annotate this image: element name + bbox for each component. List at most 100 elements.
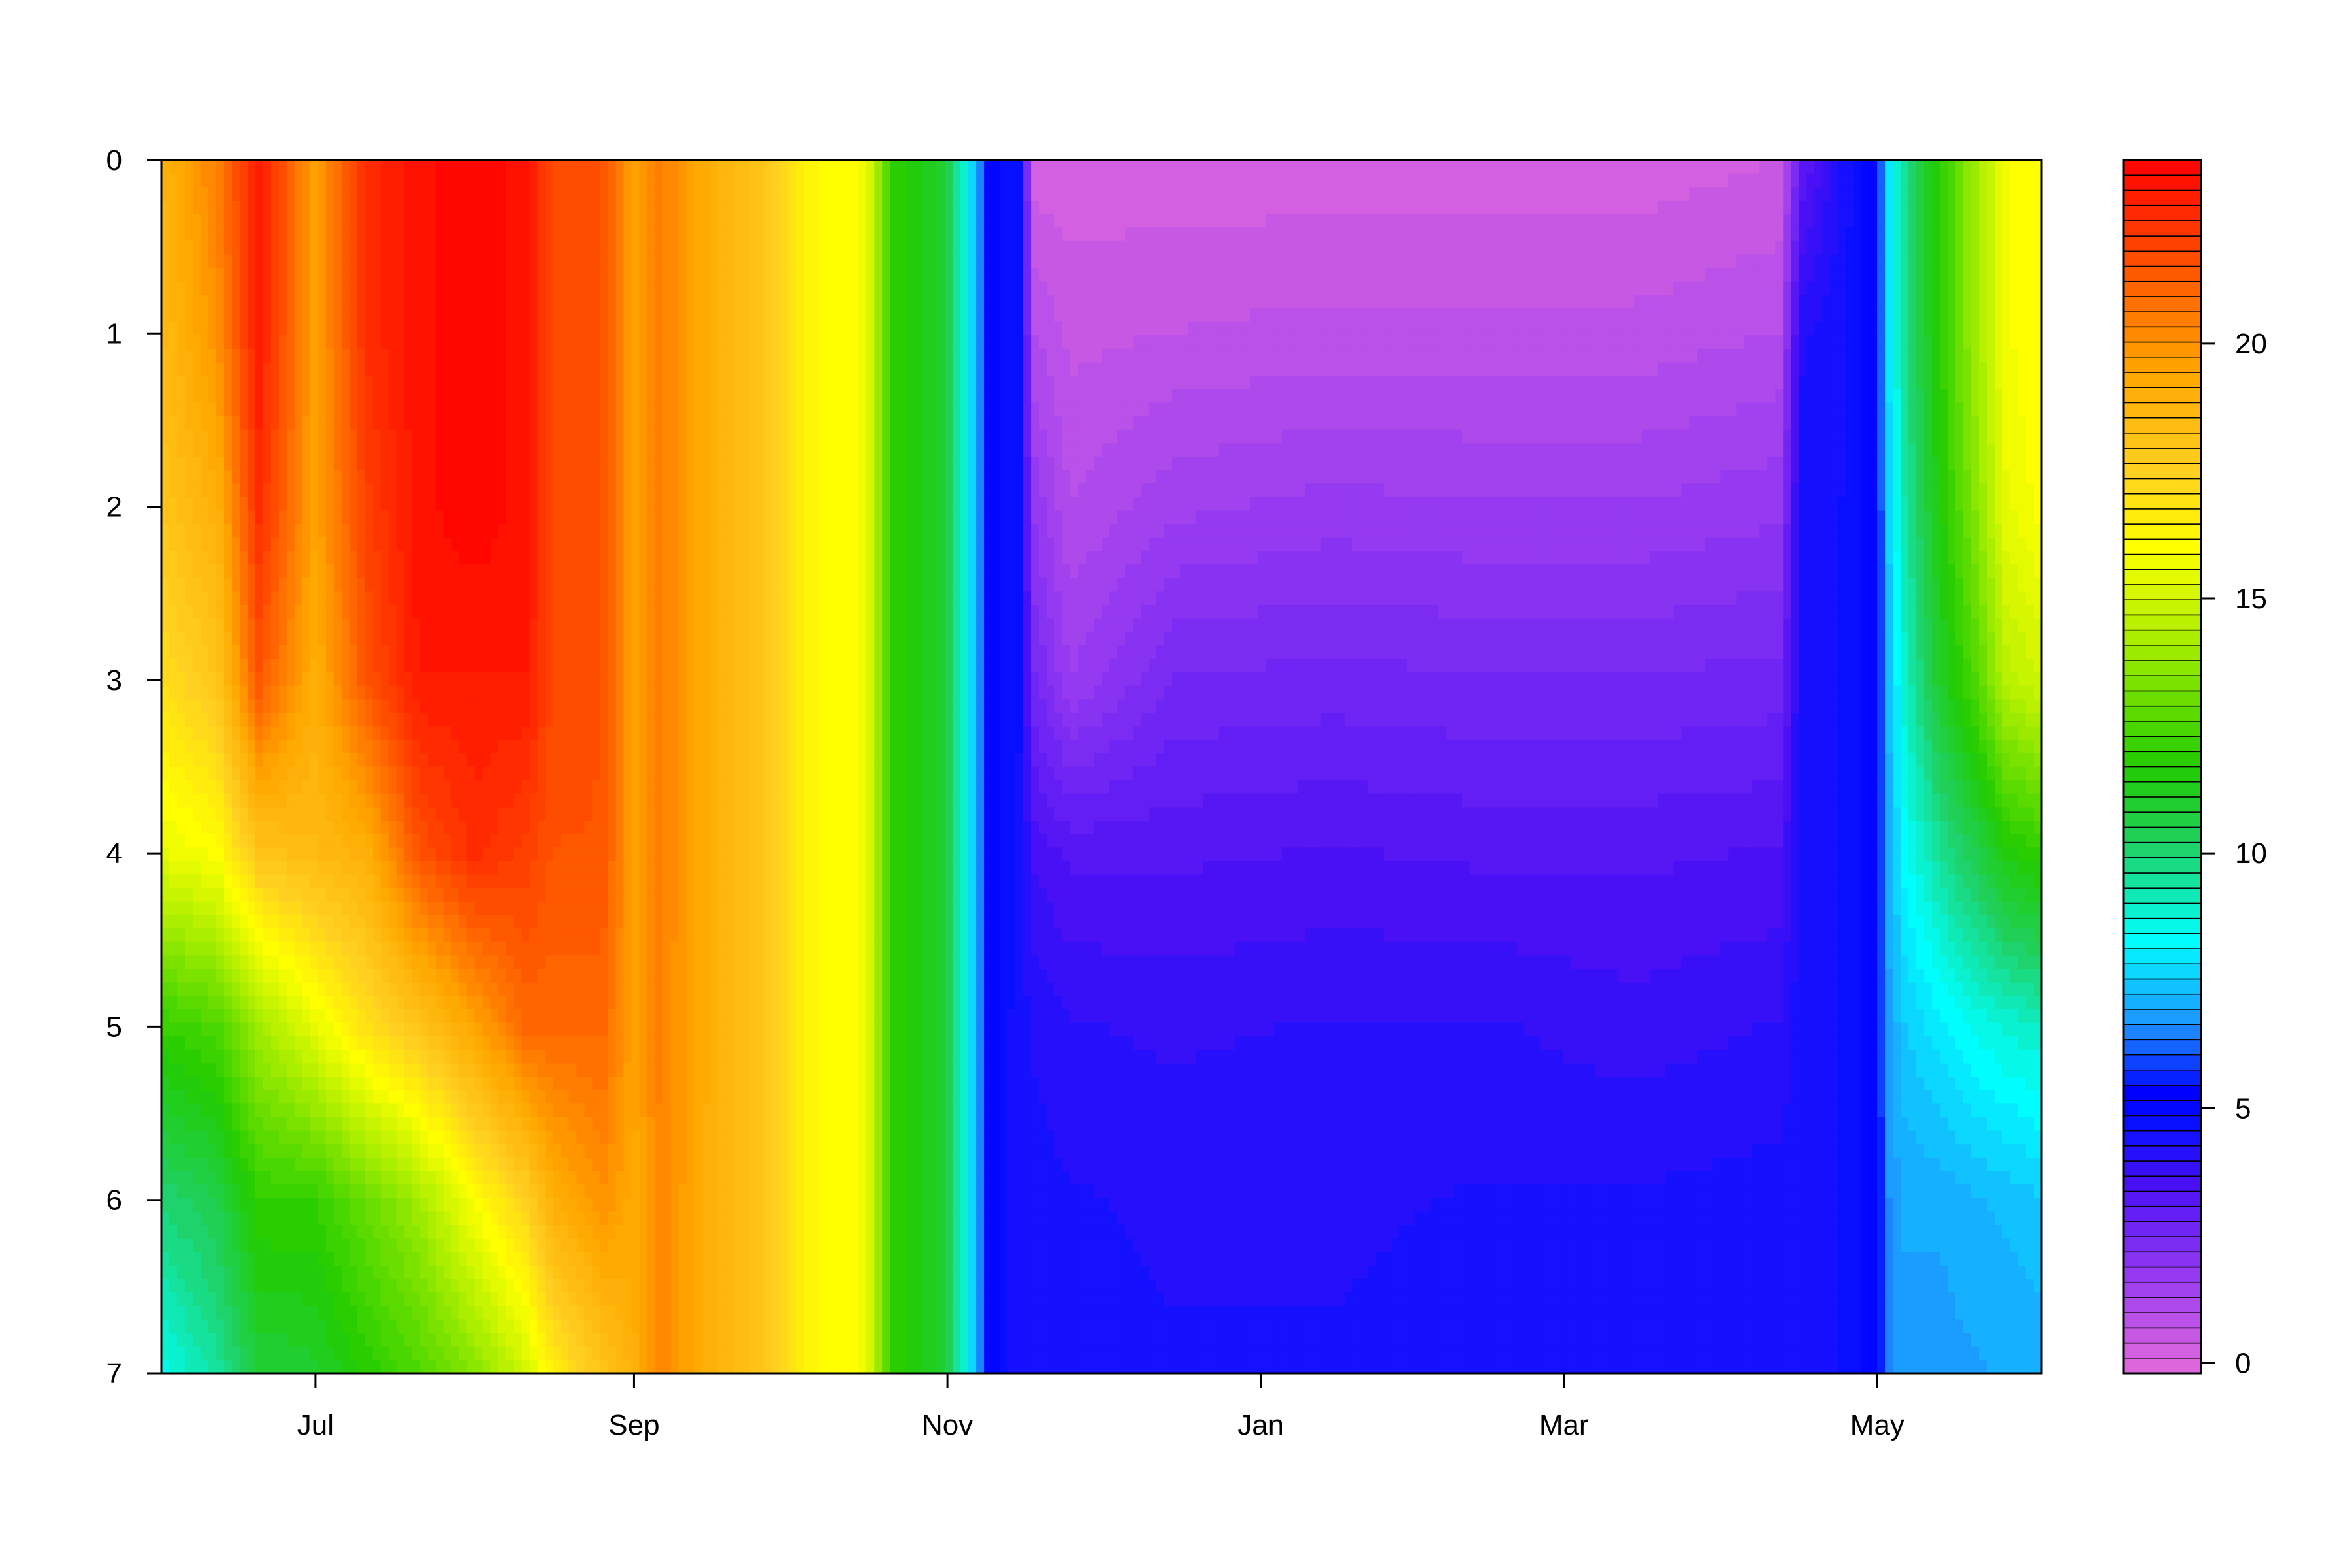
heatmap-cell: [561, 308, 570, 323]
heatmap-cell: [216, 847, 225, 862]
heatmap-cell: [239, 996, 248, 1010]
heatmap-cell: [553, 1009, 562, 1024]
heatmap-cell: [372, 685, 382, 700]
heatmap-cell: [176, 604, 186, 619]
heatmap-cell: [333, 753, 342, 768]
heatmap-cell: [318, 685, 327, 700]
heatmap-cell: [176, 645, 186, 660]
heatmap-cell: [419, 362, 429, 376]
heatmap-cell: [349, 1211, 358, 1226]
heatmap-cell: [561, 1130, 570, 1145]
heatmap-cell: [443, 1225, 452, 1239]
heatmap-cell: [231, 1103, 240, 1118]
heatmap-cell: [310, 321, 319, 336]
heatmap-cell: [255, 780, 264, 794]
heatmap-cell: [192, 1225, 201, 1239]
heatmap-cell: [325, 766, 335, 781]
heatmap-cell: [278, 281, 287, 296]
heatmap-cell: [239, 1360, 248, 1374]
heatmap-cell: [380, 1144, 389, 1158]
heatmap-cell: [247, 295, 256, 309]
heatmap-cell: [514, 1333, 523, 1347]
heatmap-cell: [474, 753, 483, 768]
heatmap-cell: [286, 1184, 295, 1199]
heatmap-cell: [357, 955, 366, 970]
heatmap-cell: [412, 1077, 421, 1091]
heatmap-cell: [451, 874, 460, 889]
heatmap-cell: [419, 335, 429, 350]
heatmap-cell: [263, 740, 272, 754]
heatmap-cell: [498, 766, 507, 781]
heatmap-cell: [302, 187, 311, 201]
heatmap-cell: [231, 1184, 240, 1199]
heatmap-cell: [568, 1103, 578, 1118]
heatmap-cell: [169, 1077, 178, 1091]
heatmap-cell: [216, 821, 225, 835]
heatmap-cell: [372, 793, 382, 808]
heatmap-cell: [506, 551, 515, 565]
heatmap-cell: [310, 1049, 319, 1064]
heatmap-cell: [372, 443, 382, 457]
heatmap-cell: [521, 456, 531, 471]
heatmap-cell: [498, 1225, 507, 1239]
heatmap-cell: [357, 766, 366, 781]
heatmap-cell: [404, 1305, 413, 1320]
heatmap-cell: [482, 1279, 491, 1293]
heatmap-cell: [161, 1049, 170, 1064]
heatmap-cell: [459, 1049, 468, 1064]
heatmap-cell: [270, 1090, 280, 1105]
heatmap-cell: [545, 483, 554, 498]
heatmap-cell: [200, 1279, 209, 1293]
heatmap-cell: [216, 416, 225, 431]
heatmap-cell: [396, 240, 405, 255]
heatmap-cell: [521, 254, 531, 269]
heatmap-cell: [223, 780, 233, 794]
heatmap-cell: [223, 1103, 233, 1118]
heatmap-cell: [200, 1346, 209, 1361]
heatmap-cell: [294, 726, 303, 741]
heatmap-cell: [286, 537, 295, 552]
heatmap-cell: [184, 793, 193, 808]
heatmap-cell: [521, 1333, 531, 1347]
heatmap-cell: [521, 618, 531, 632]
heatmap-cell: [192, 982, 201, 997]
heatmap-cell: [255, 1144, 264, 1158]
heatmap-cell: [372, 160, 382, 174]
heatmap-cell: [584, 348, 593, 363]
heatmap-cell: [372, 928, 382, 943]
heatmap-cell: [576, 1049, 585, 1064]
heatmap-cell: [419, 564, 429, 579]
heatmap-cell: [482, 591, 491, 606]
heatmap-cell: [506, 227, 515, 242]
heatmap-cell: [435, 497, 444, 512]
heatmap-cell: [192, 1022, 201, 1037]
heatmap-cell: [325, 254, 335, 269]
heatmap-cell: [482, 766, 491, 781]
heatmap-cell: [568, 1171, 578, 1185]
heatmap-cell: [239, 915, 248, 929]
heatmap-cell: [263, 672, 272, 687]
heatmap-cell: [176, 672, 186, 687]
heatmap-cell: [294, 1077, 303, 1091]
heatmap-cell: [412, 1333, 421, 1347]
heatmap-cell: [341, 1103, 350, 1118]
heatmap-cell: [396, 1225, 405, 1239]
heatmap-cell: [372, 726, 382, 741]
heatmap-cell: [459, 362, 468, 376]
heatmap-cell: [357, 712, 366, 727]
heatmap-cell: [169, 1305, 178, 1320]
heatmap-cell: [482, 753, 491, 768]
heatmap-cell: [576, 1292, 585, 1307]
heatmap-cell: [176, 1360, 186, 1374]
heatmap-cell: [247, 1049, 256, 1064]
heatmap-cell: [200, 1198, 209, 1213]
heatmap-cell: [388, 1009, 397, 1024]
heatmap-cell: [498, 847, 507, 862]
heatmap-cell: [161, 1279, 170, 1293]
heatmap-cell: [482, 941, 491, 956]
heatmap-cell: [176, 578, 186, 593]
heatmap-cell: [459, 200, 468, 215]
heatmap-cell: [333, 281, 342, 296]
heatmap-cell: [286, 187, 295, 201]
heatmap-cell: [576, 1144, 585, 1158]
